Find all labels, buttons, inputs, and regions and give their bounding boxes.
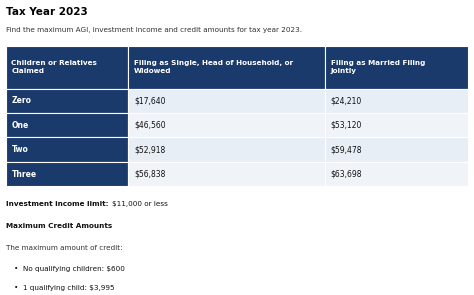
Text: Two: Two [11, 145, 28, 154]
Text: Maximum Credit Amounts: Maximum Credit Amounts [6, 223, 112, 229]
Text: $52,918: $52,918 [134, 145, 165, 154]
Text: Find the maximum AGI, investment income and credit amounts for tax year 2023.: Find the maximum AGI, investment income … [6, 27, 301, 33]
Text: $17,640: $17,640 [134, 96, 165, 105]
Text: Filing as Single, Head of Household, or
Widowed: Filing as Single, Head of Household, or … [134, 60, 293, 74]
Text: Investment income limit:: Investment income limit: [6, 201, 108, 207]
Text: The maximum amount of credit:: The maximum amount of credit: [6, 245, 122, 250]
Text: $63,698: $63,698 [330, 170, 362, 179]
Text: $56,838: $56,838 [134, 170, 165, 179]
Text: •  No qualifying children: $600: • No qualifying children: $600 [14, 266, 125, 272]
Text: $46,560: $46,560 [134, 121, 165, 130]
Text: •  1 qualifying child: $3,995: • 1 qualifying child: $3,995 [14, 285, 115, 291]
Text: Three: Three [11, 170, 36, 179]
Text: Tax Year 2023: Tax Year 2023 [6, 7, 87, 17]
Text: Children or Relatives
Claimed: Children or Relatives Claimed [11, 60, 97, 74]
Text: $24,210: $24,210 [330, 96, 362, 105]
Text: Zero: Zero [11, 96, 31, 105]
Text: One: One [11, 121, 28, 130]
Text: $59,478: $59,478 [330, 145, 362, 154]
Text: $11,000 or less: $11,000 or less [112, 201, 168, 207]
Text: $53,120: $53,120 [330, 121, 362, 130]
Text: Filing as Married Filing
Jointly: Filing as Married Filing Jointly [330, 60, 425, 74]
